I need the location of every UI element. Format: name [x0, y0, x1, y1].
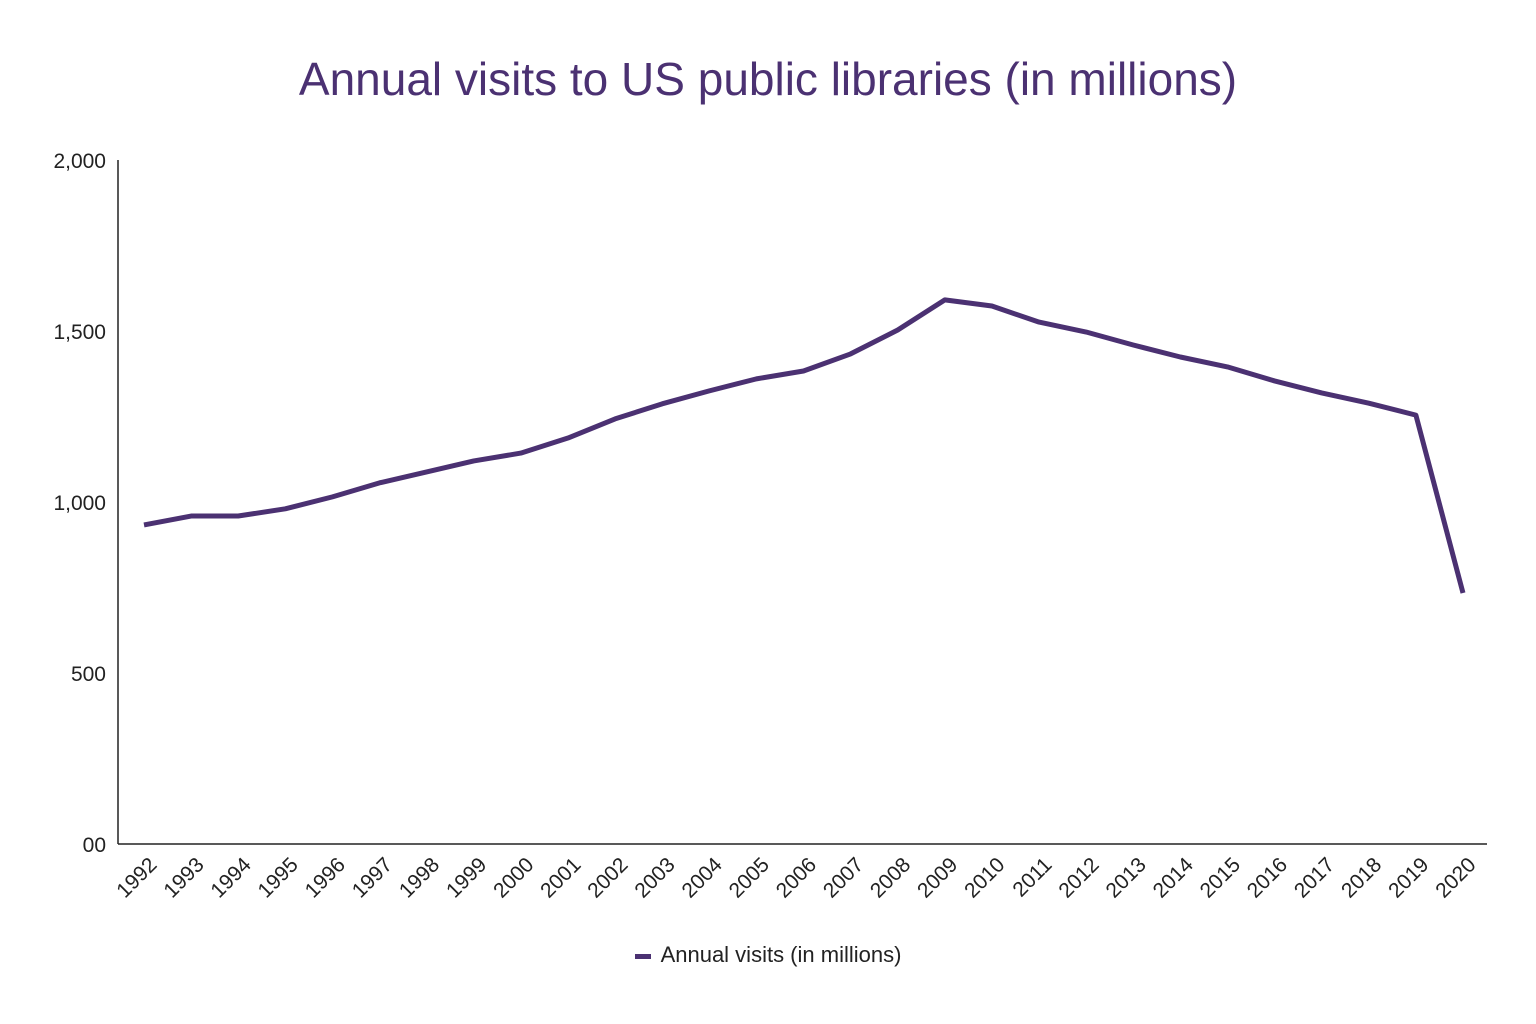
series-line: [143, 297, 1466, 594]
x-tick-label: 2015: [1196, 853, 1245, 902]
chart-title: Annual visits to US public libraries (in…: [298, 53, 1238, 105]
legend: Annual visits (in millions): [0, 942, 1536, 968]
y-tick-label: 500: [71, 663, 106, 686]
y-tick-label: 2,000: [53, 150, 106, 173]
x-tick-label: 2017: [1290, 853, 1339, 902]
x-tick-label: 1997: [348, 853, 397, 902]
x-tick-label: 2001: [536, 853, 585, 902]
x-tick-label: 2016: [1243, 853, 1292, 902]
x-tick-label: 2003: [630, 853, 679, 902]
x-tick-label: 2007: [819, 853, 868, 902]
x-tick-label: 2000: [489, 853, 538, 902]
x-tick-label: 2010: [960, 853, 1009, 902]
x-tick-label: 1993: [159, 853, 208, 902]
x-tick-label: 2014: [1149, 853, 1199, 903]
y-tick-label: 00: [83, 834, 106, 857]
x-tick-label: 1994: [206, 853, 256, 903]
legend-swatch: [634, 953, 651, 959]
x-tick-label: 2009: [913, 853, 962, 902]
x-tick-label: 2019: [1384, 853, 1433, 902]
x-tick-label: 1998: [395, 853, 444, 902]
x-tick-label: 2005: [725, 853, 774, 902]
x-tick-label: 2008: [866, 853, 915, 902]
x-tick-label: 1996: [301, 853, 350, 902]
x-tick-label: 2011: [1008, 853, 1056, 901]
x-tick-label: 2002: [583, 853, 632, 902]
x-tick-label: 2018: [1337, 853, 1386, 902]
x-tick-label: 2020: [1431, 853, 1480, 902]
y-tick-label: 1,500: [53, 321, 106, 344]
x-tick-label: 1999: [442, 853, 491, 902]
x-tick-label: 2013: [1101, 853, 1150, 902]
x-tick-label: 2012: [1054, 853, 1103, 902]
x-tick-label: 2004: [678, 853, 728, 903]
y-tick-label: 1,000: [53, 492, 106, 515]
x-tick-label: 2006: [772, 853, 821, 902]
x-tick-label: 1995: [254, 853, 303, 902]
x-tick-label: 1992: [112, 853, 161, 902]
legend-label: Annual visits (in millions): [660, 942, 902, 967]
